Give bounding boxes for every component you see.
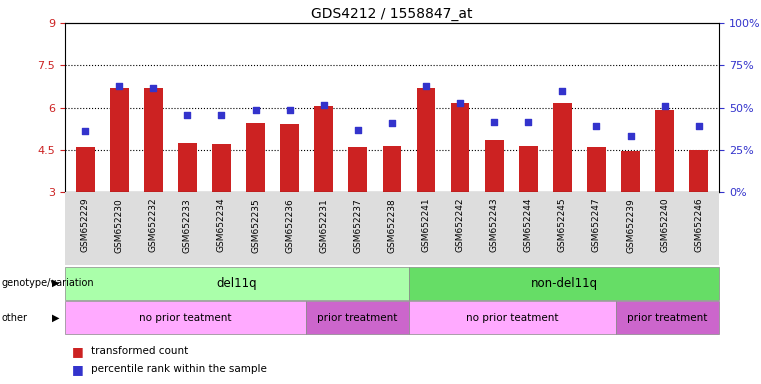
Bar [689,150,708,192]
Bar [110,88,129,192]
Text: GSM652241: GSM652241 [422,198,431,252]
Text: GSM652242: GSM652242 [456,198,464,252]
Text: GSM652238: GSM652238 [387,198,396,253]
Text: genotype/variation: genotype/variation [2,278,94,288]
Point [250,107,262,113]
Bar [247,123,265,192]
Text: GSM652234: GSM652234 [217,198,226,252]
Bar [76,147,94,192]
Text: GSM652239: GSM652239 [626,198,635,253]
Text: GSM652243: GSM652243 [489,198,498,252]
Text: non-del11q: non-del11q [530,277,597,290]
Point [693,123,705,129]
Point [658,103,670,109]
Text: GSM652232: GSM652232 [149,198,158,252]
Text: GSM652240: GSM652240 [660,198,669,252]
Point [79,128,91,134]
Bar [587,147,606,192]
Text: transformed count: transformed count [91,346,189,356]
Bar [485,140,504,192]
Point [386,120,398,126]
Text: GSM652230: GSM652230 [115,198,124,253]
Text: del11q: del11q [217,277,257,290]
Title: GDS4212 / 1558847_at: GDS4212 / 1558847_at [311,7,473,21]
Text: ■: ■ [72,345,84,358]
Text: no prior teatment: no prior teatment [466,313,559,323]
Text: GSM652235: GSM652235 [251,198,260,253]
Point [625,132,637,139]
Point [181,111,193,118]
Bar [383,146,401,192]
Text: ■: ■ [72,362,84,376]
Text: GSM652244: GSM652244 [524,198,533,252]
Text: GSM652229: GSM652229 [81,198,90,252]
Point [556,88,568,94]
Bar [144,88,163,192]
Bar [314,106,333,192]
Bar [212,144,231,192]
Text: GSM652245: GSM652245 [558,198,567,252]
Point [284,107,296,113]
Bar [519,146,537,192]
Point [147,85,159,91]
Point [488,119,500,125]
Text: GSM652237: GSM652237 [353,198,362,253]
Text: ▶: ▶ [52,278,59,288]
Bar [178,143,197,192]
Text: prior treatment: prior treatment [317,313,398,323]
Text: GSM652246: GSM652246 [694,198,703,252]
Point [420,83,432,89]
Point [352,127,364,133]
Text: GSM652233: GSM652233 [183,198,192,253]
Point [215,111,228,118]
Text: other: other [2,313,27,323]
Point [591,123,603,129]
Bar [349,147,368,192]
Point [317,102,330,108]
Bar [553,103,572,192]
Bar [621,151,640,192]
Point [522,119,534,125]
Text: prior treatment: prior treatment [627,313,708,323]
Bar [416,88,435,192]
Point [113,83,126,89]
Text: GSM652236: GSM652236 [285,198,295,253]
Point [454,100,466,106]
Text: no prior teatment: no prior teatment [139,313,231,323]
Bar [451,103,470,192]
Bar [655,110,674,192]
Text: GSM652247: GSM652247 [592,198,601,252]
Text: percentile rank within the sample: percentile rank within the sample [91,364,267,374]
Bar [280,124,299,192]
Text: ▶: ▶ [52,313,59,323]
Text: GSM652231: GSM652231 [320,198,328,253]
